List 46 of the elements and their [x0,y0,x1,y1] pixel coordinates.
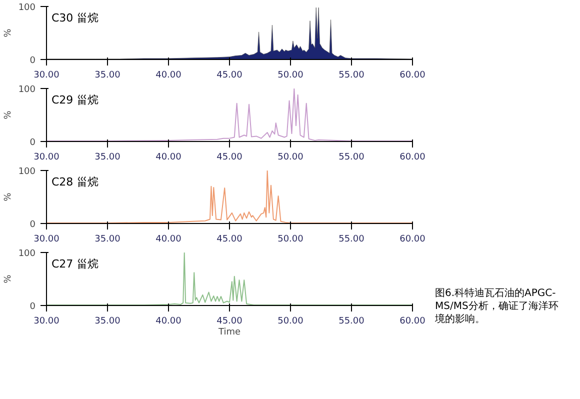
x-tick-label: 55.00 [338,316,365,326]
x-tick-label: 50.00 [278,152,304,162]
x-tick-label: 60.00 [400,316,426,326]
y-tick-label: 0 [30,302,36,312]
y-tick-label: 100 [18,249,36,259]
text: C30 甾烷 [52,12,99,24]
y-axis-title: % [3,274,14,284]
x-tick-label: 45.00 [216,316,243,326]
x-tick-label: 35.00 [94,234,121,244]
x-tick-label: 55.00 [338,234,365,244]
x-tick-label: 55.00 [338,152,365,162]
y-tick-label: 0 [30,138,36,148]
x-axis-title: Time [217,328,241,338]
x-tick-label: 30.00 [34,70,60,80]
x-tick-label: 40.00 [156,234,182,244]
x-tick-label: 30.00 [34,234,60,244]
x-tick-label: 35.00 [94,152,121,162]
y-axis-title: % [3,28,14,38]
x-tick-label: 45.00 [216,152,243,162]
y-tick-label: 100 [18,3,36,13]
x-tick-label: 50.00 [278,234,304,244]
x-tick-label: 30.00 [34,316,60,326]
x-tick-label: 40.00 [156,152,182,162]
x-tick-label: 50.00 [278,70,304,80]
y-axis-title: % [3,110,14,120]
x-tick-label: 60.00 [400,152,426,162]
x-tick-label: 50.00 [278,316,304,326]
text: C28 甾烷 [52,176,99,188]
x-tick-label: 30.00 [34,152,60,162]
x-tick-label: 35.00 [94,70,121,80]
text: C29 甾烷 [52,94,99,106]
y-tick-label: 100 [18,85,36,95]
y-tick-label: 100 [18,167,36,177]
y-tick-label: 0 [30,220,36,230]
x-tick-label: 35.00 [94,316,121,326]
x-tick-label: 45.00 [216,234,243,244]
x-tick-label: 40.00 [156,316,182,326]
y-tick-label: 0 [30,56,36,66]
x-tick-label: 40.00 [156,70,182,80]
text: C27 甾烷 [52,258,99,270]
y-axis-title: % [3,192,14,202]
x-tick-label: 60.00 [400,70,426,80]
x-tick-label: 60.00 [400,234,426,244]
x-tick-label: 45.00 [216,70,243,80]
x-tick-label: 55.00 [338,70,365,80]
caption: 图6.科特迪瓦石油的APGC-MS/MS分析，确证了海洋环境的影响。 [435,287,560,326]
